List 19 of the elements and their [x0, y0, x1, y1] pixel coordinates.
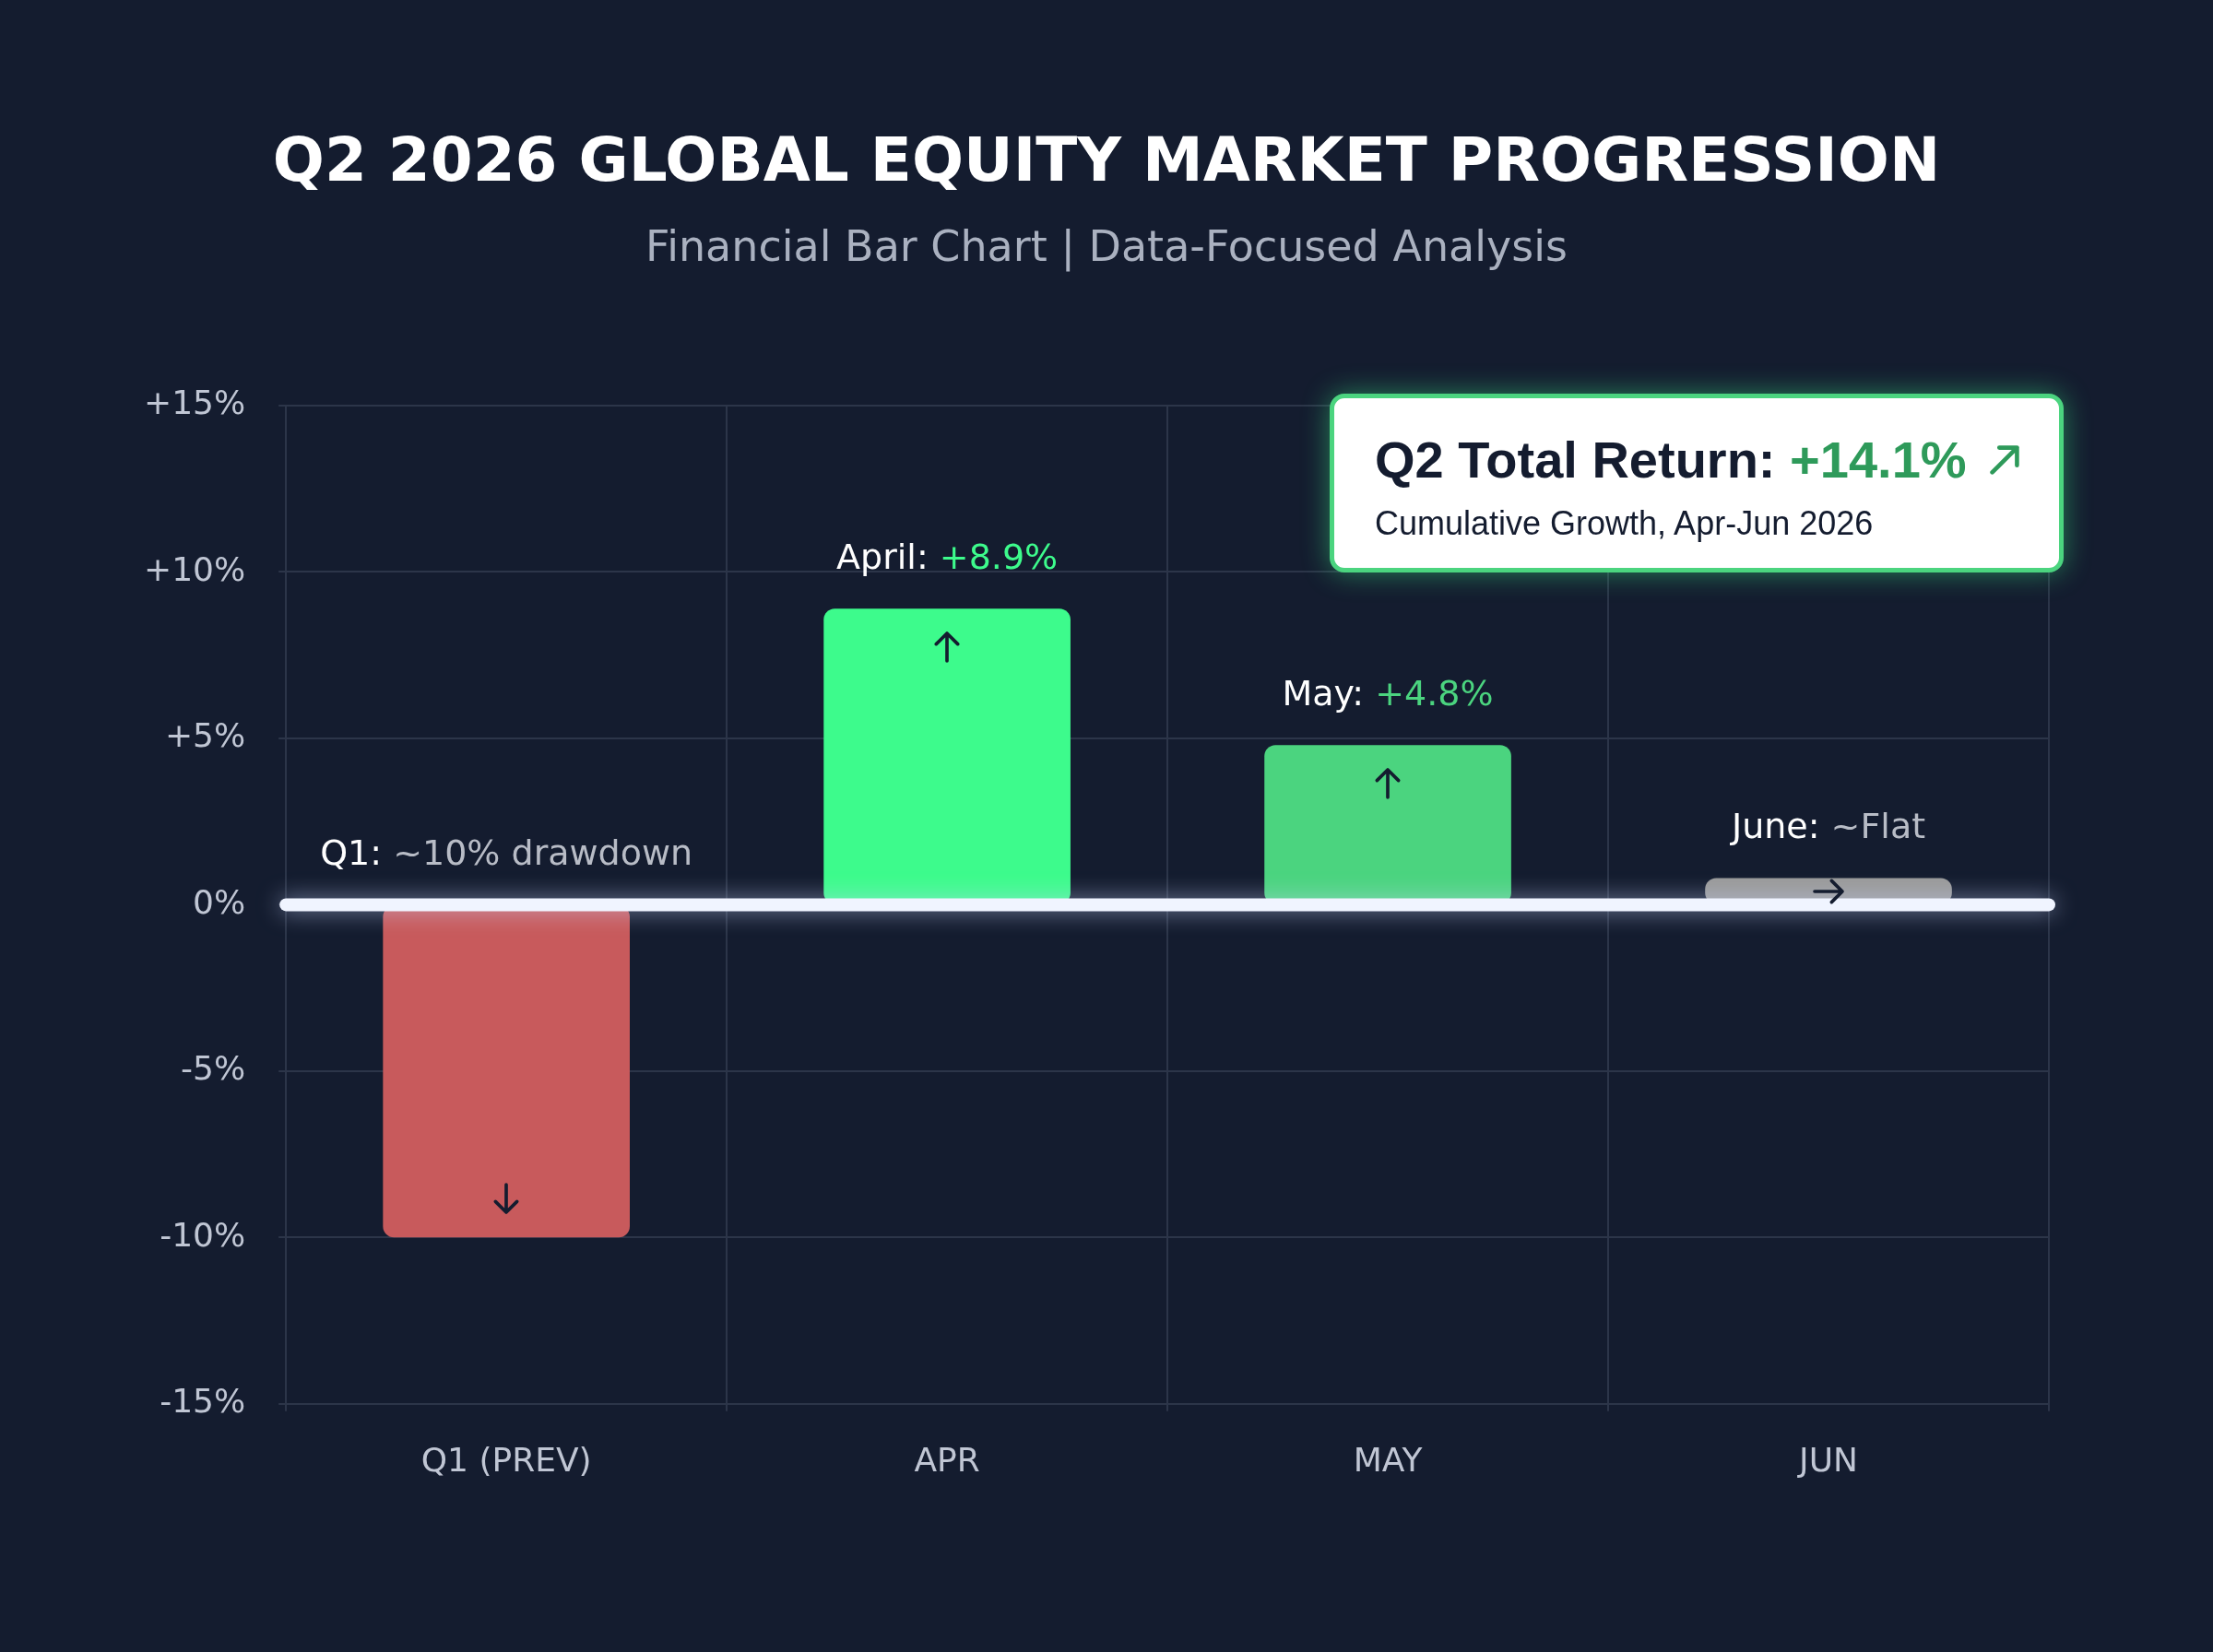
y-tick-label: -10%	[160, 1215, 246, 1254]
x-tick-label: JUN	[1797, 1440, 1858, 1479]
x-tick-label: APR	[914, 1440, 980, 1479]
annotation: May: +4.8%	[1282, 673, 1494, 714]
annotation: Q2 Total Return: +14.1%	[1375, 431, 1967, 489]
y-tick-label: -15%	[160, 1382, 246, 1421]
x-tick-label: MAY	[1353, 1440, 1424, 1479]
annotation: April: +8.9%	[836, 537, 1059, 578]
x-tick-label: Q1 (PREV)	[420, 1440, 592, 1479]
chart-title: Q2 2026 GLOBAL EQUITY MARKET PROGRESSION	[271, 124, 1942, 195]
y-tick-label: +15%	[143, 384, 246, 422]
chart-subtitle: Financial Bar Chart | Data-Focused Analysis	[645, 221, 1568, 271]
annotation: June: ~Flat	[1729, 806, 1926, 847]
annotation: Q1: ~10% drawdown	[320, 832, 693, 874]
y-tick-label: +5%	[164, 716, 246, 755]
y-tick-label: 0%	[193, 882, 246, 921]
annotation: Cumulative Growth, Apr-Jun 2026	[1375, 504, 1875, 543]
y-tick-label: +10%	[143, 549, 246, 588]
y-tick-label: -5%	[181, 1049, 246, 1088]
